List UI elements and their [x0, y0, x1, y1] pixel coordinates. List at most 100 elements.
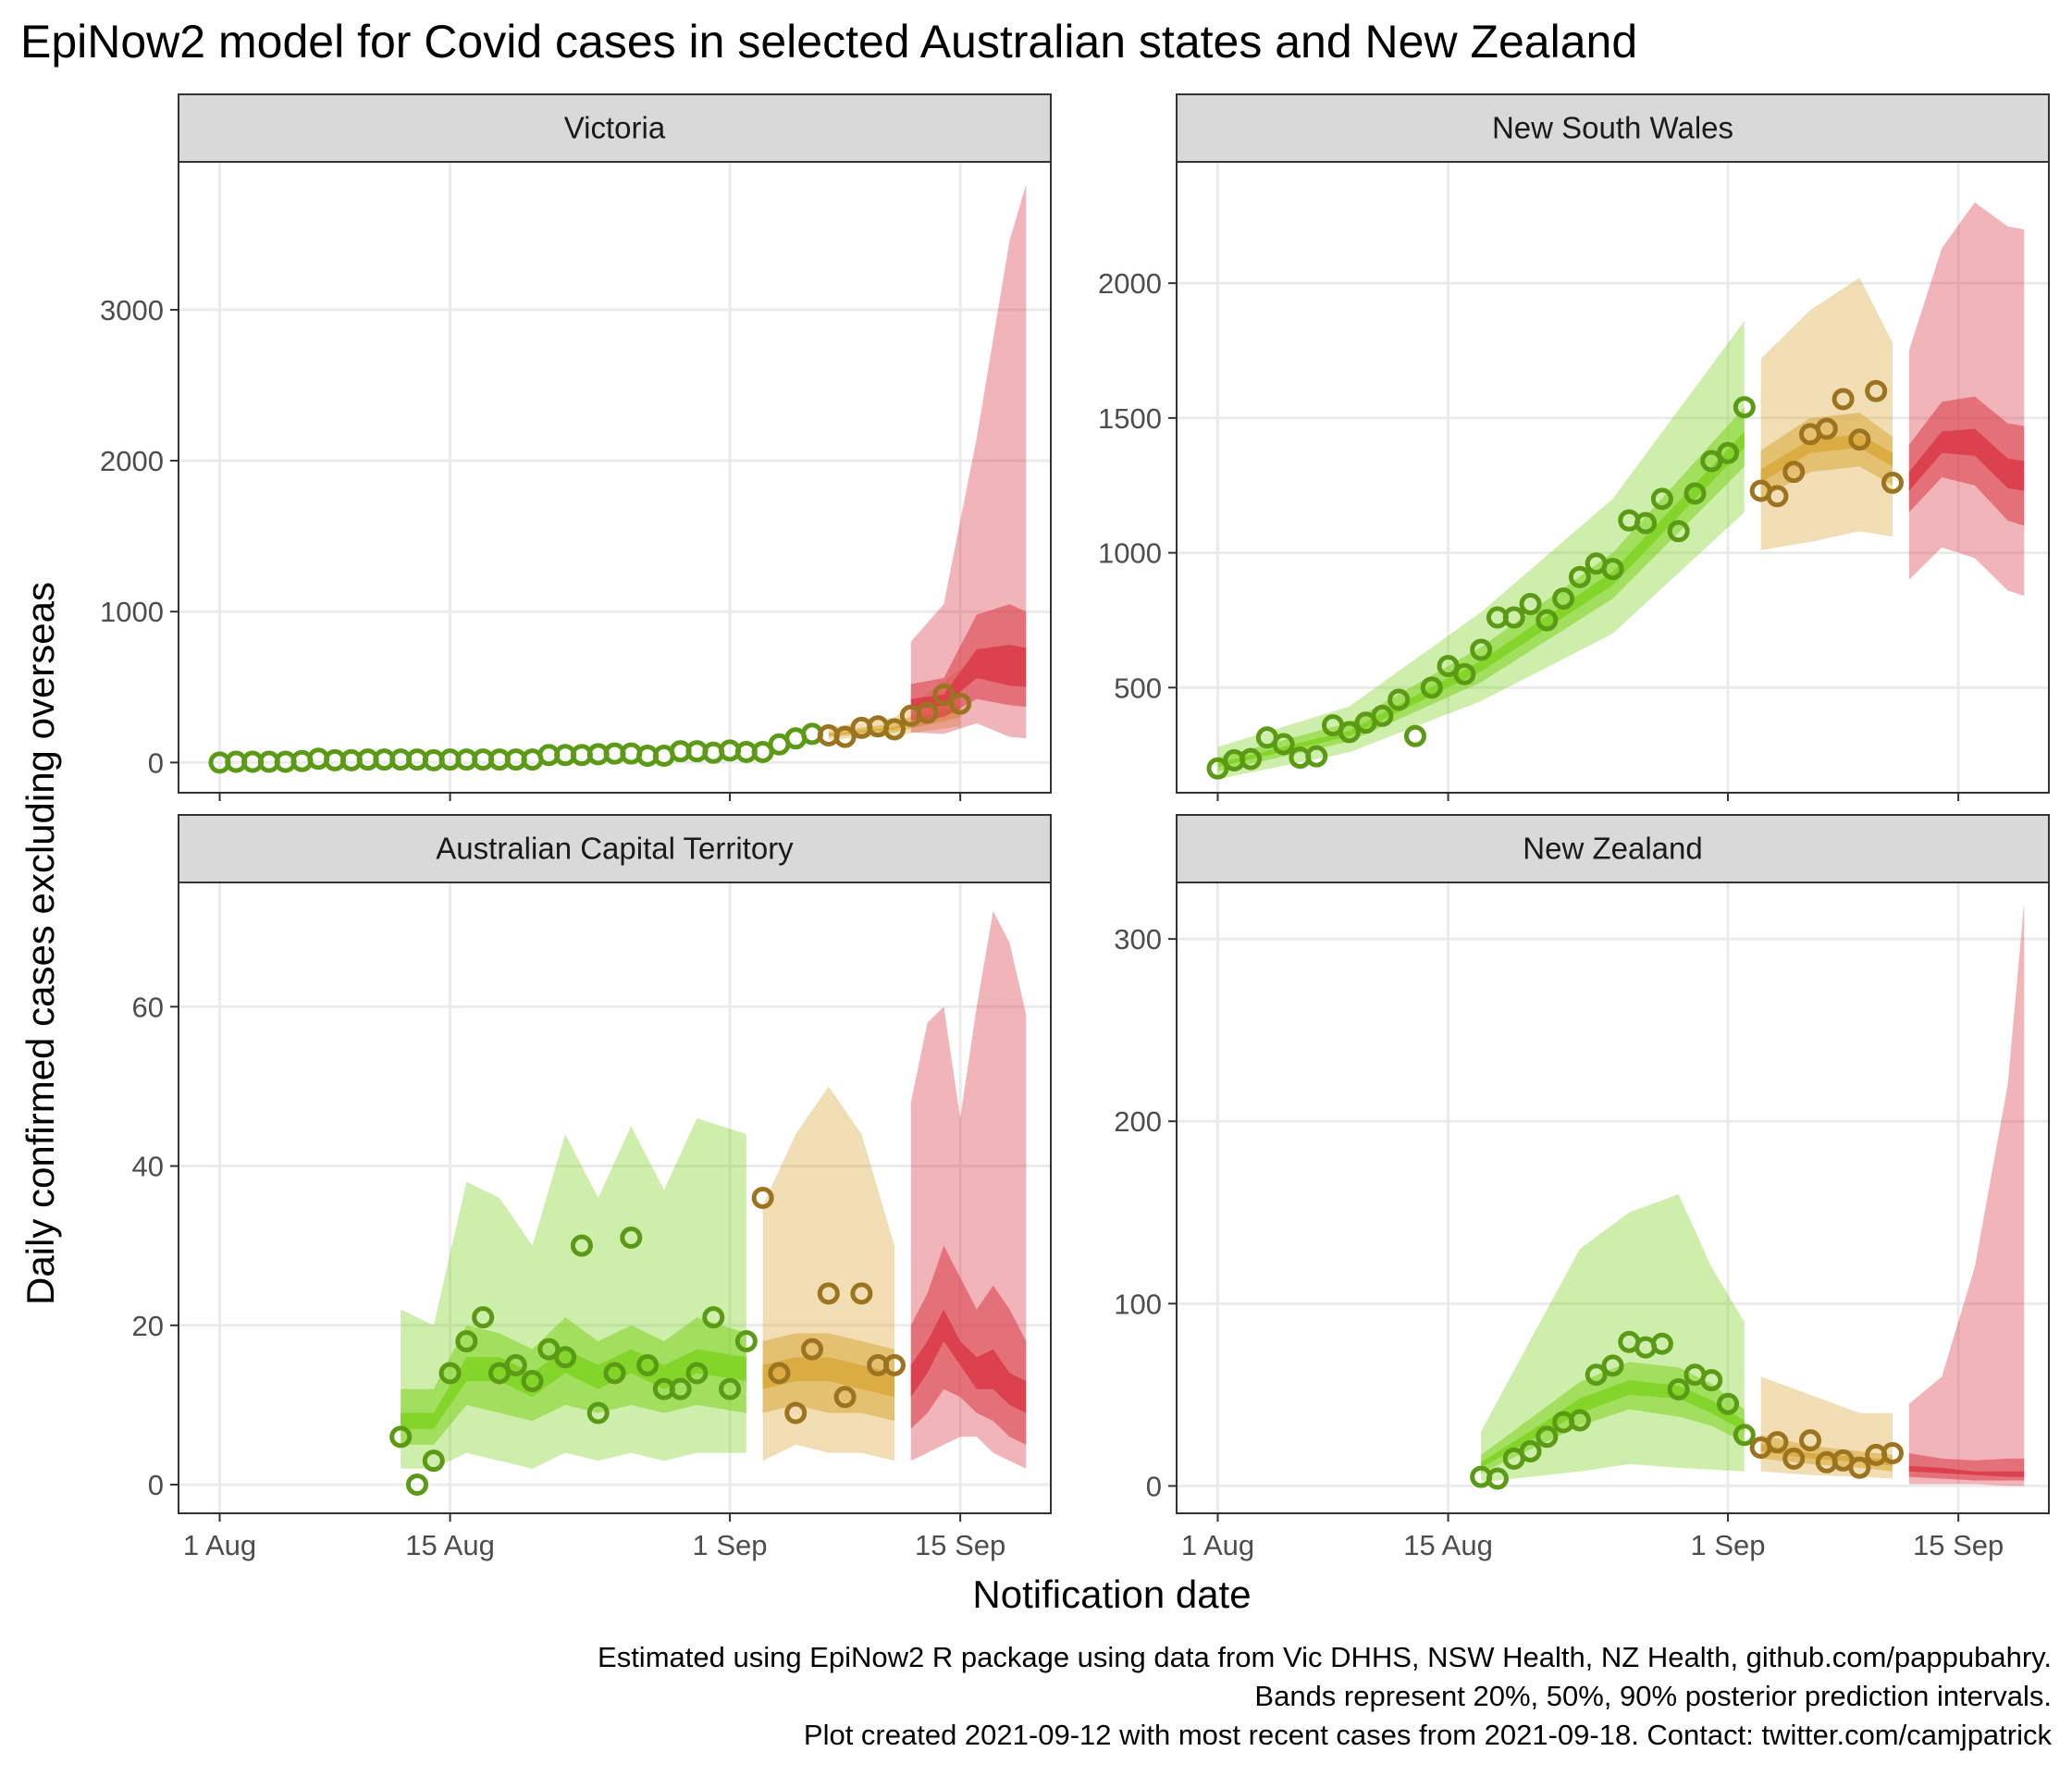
data-point [1601, 558, 1624, 581]
forecast-band-20 [910, 645, 1027, 710]
data-point [1305, 745, 1328, 768]
facet-strip-label: Australian Capital Territory [436, 832, 794, 866]
data-point [1717, 1392, 1740, 1415]
data-point [1536, 1425, 1559, 1449]
data-point [1519, 592, 1542, 615]
data-point-partial [1766, 485, 1789, 508]
x-tick-label: 1 Aug [1181, 1529, 1254, 1561]
data-point [1733, 1424, 1756, 1447]
facet-strip-label: New Zealand [1523, 832, 1702, 866]
data-point-partial [833, 1386, 857, 1409]
data-point [570, 1234, 593, 1257]
data-point-partial [1766, 1431, 1789, 1454]
y-tick-label: 2000 [1098, 267, 1162, 300]
data-point [636, 1353, 660, 1376]
data-point [504, 1353, 527, 1376]
data-point-partial [1782, 461, 1806, 484]
data-point [1601, 1354, 1624, 1377]
facet-strip-label: Victoria [564, 111, 666, 145]
y-tick-label: 0 [148, 746, 164, 779]
y-tick-label: 3000 [100, 294, 164, 327]
facet-strip [178, 93, 1052, 163]
data-point [1700, 1369, 1723, 1392]
data-point [1420, 676, 1443, 699]
data-point [1388, 688, 1411, 711]
x-tick-label: 15 Sep [1913, 1529, 2004, 1561]
data-point [669, 1377, 692, 1400]
prediction-bands [1217, 202, 2025, 780]
y-axis: 0 20 40 60 [132, 991, 179, 1501]
observed-points [1206, 379, 1904, 780]
x-tick-label: 1 Sep [693, 1529, 768, 1561]
data-point [1667, 520, 1690, 543]
data-point [1437, 655, 1460, 678]
data-point-partial [1832, 388, 1855, 411]
panel-new-zealand: New Zealand 0 100 200 300 1 Aug 15 Aug 1 Sep 15 … [1114, 814, 2050, 1561]
estimate-band-20 [1481, 1380, 1745, 1468]
x-tick-label: 1 Aug [183, 1529, 256, 1561]
y-tick-label: 0 [148, 1469, 164, 1501]
data-point [1650, 487, 1673, 511]
data-point [1650, 1332, 1673, 1355]
partial-band-20 [828, 705, 961, 735]
y-tick-label: 500 [1114, 672, 1162, 704]
y-tick-label: 60 [132, 991, 164, 1023]
panel-victoria: Victoria 0 1000 2000 3000 [100, 93, 1052, 801]
data-point [472, 1306, 495, 1329]
data-point-partial [1782, 1447, 1806, 1470]
y-tick-label: 200 [1114, 1105, 1162, 1138]
y-axis: 0 1000 2000 3000 [100, 294, 179, 779]
data-point-partial [817, 1282, 840, 1305]
data-point [1552, 587, 1575, 610]
data-point [1240, 747, 1263, 771]
data-point [422, 1449, 445, 1473]
y-tick-label: 0 [1146, 1470, 1162, 1502]
data-point [554, 1346, 577, 1369]
panel-border [1176, 882, 2050, 1514]
x-axis [1216, 793, 1960, 801]
panel-australian-capital-territory: Australian Capital Territory 0 20 40 60 1 Aug… [132, 814, 1052, 1561]
data-point-partial [801, 1338, 824, 1361]
data-point [438, 1362, 462, 1385]
y-tick-label: 1000 [1098, 537, 1162, 570]
data-point [1733, 396, 1756, 419]
data-point-partial [850, 1282, 873, 1305]
data-point-partial [1865, 379, 1888, 402]
data-point [1502, 606, 1525, 629]
caption-line-1: Estimated using EpiNow2 R package using … [598, 1641, 2052, 1673]
data-point [1536, 609, 1559, 632]
observed-points [389, 1187, 906, 1496]
gridlines [1177, 882, 2049, 1513]
x-tick-label: 15 Aug [1403, 1529, 1493, 1561]
data-point [1634, 512, 1658, 535]
data-point-partial [751, 1187, 774, 1209]
data-point-partial [1848, 1456, 1871, 1479]
data-point [1371, 704, 1394, 727]
panel-new-south-wales: New South Wales 500 1000 1500 2000 [1098, 93, 2050, 801]
data-point [1568, 1409, 1591, 1432]
facet-strip [1176, 814, 2050, 883]
data-point [1568, 565, 1591, 588]
y-tick-label: 40 [132, 1151, 164, 1183]
caption-line-2: Bands represent 20%, 50%, 90% posterior … [1254, 1680, 2052, 1712]
data-point [389, 1425, 413, 1449]
data-point [1684, 482, 1707, 505]
y-tick-label: 100 [1114, 1288, 1162, 1320]
data-point [620, 1227, 643, 1250]
data-point-partial [833, 725, 857, 748]
data-point [1486, 1467, 1509, 1490]
y-axis-title: Daily confirmed cases excluding overseas [18, 582, 62, 1305]
facet-strip-label: New South Wales [1492, 111, 1733, 145]
observed-points [208, 683, 972, 774]
y-tick-label: 300 [1114, 923, 1162, 956]
x-tick-label: 15 Aug [405, 1529, 495, 1561]
data-point-partial [1881, 471, 1904, 494]
y-tick-label: 20 [132, 1310, 164, 1342]
data-point [1453, 662, 1476, 685]
y-axis: 500 1000 1500 2000 [1098, 267, 1177, 704]
panel-border [178, 161, 1052, 794]
data-point [455, 1330, 478, 1352]
y-axis: 0 100 200 300 [1114, 923, 1177, 1502]
caption-line-3: Plot created 2021-09-12 with most recent… [804, 1719, 2053, 1751]
